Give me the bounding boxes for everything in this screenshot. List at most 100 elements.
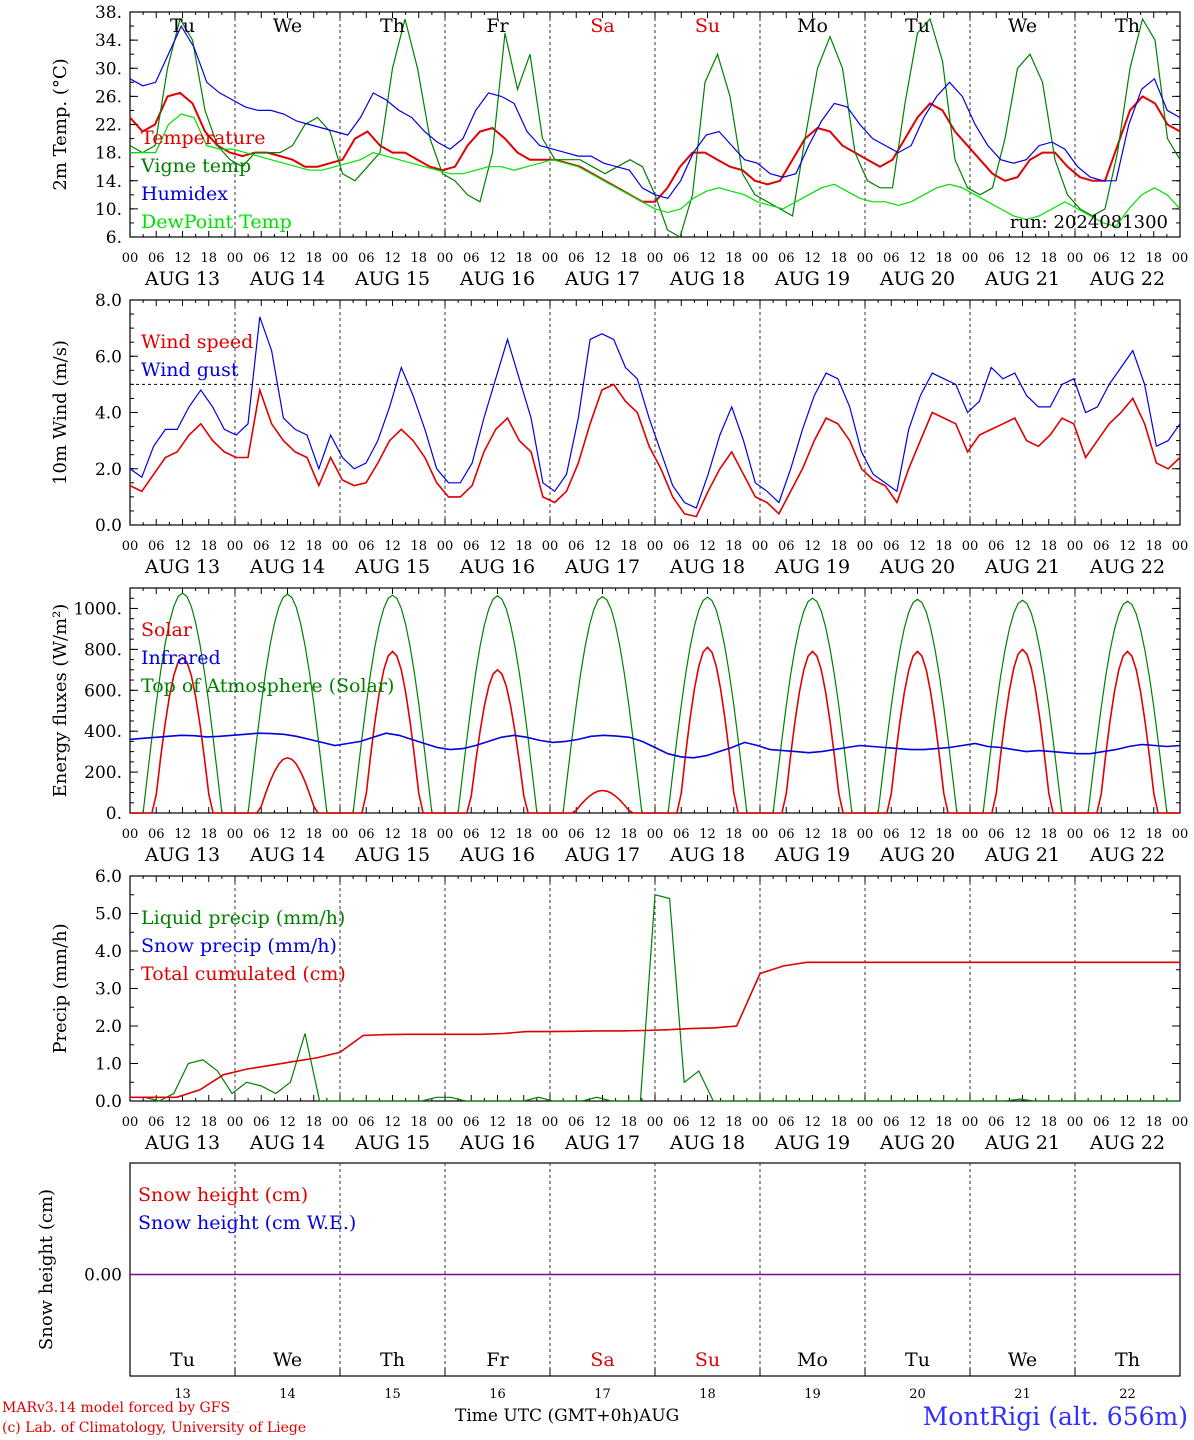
hour-tick-label: 18 xyxy=(410,539,427,554)
hour-tick-label: 06 xyxy=(778,539,795,554)
day-name-label: Tu xyxy=(905,15,930,37)
hour-tick-label: 12 xyxy=(1014,1115,1031,1130)
y-tick-label: 6. xyxy=(106,228,122,248)
day-name-label: Mo xyxy=(797,15,828,37)
hour-tick-label: 06 xyxy=(673,1115,690,1130)
date-label: AUG 17 xyxy=(564,1132,640,1154)
day-name-label: Sa xyxy=(590,15,614,37)
hour-tick-label: 00 xyxy=(437,251,454,266)
hour-tick-label: 18 xyxy=(1145,251,1162,266)
date-label: AUG 17 xyxy=(564,268,640,290)
date-label: AUG 20 xyxy=(879,844,955,866)
hour-tick-label: 00 xyxy=(647,827,664,842)
hour-tick-label: 12 xyxy=(804,539,821,554)
hour-tick-label: 00 xyxy=(227,539,244,554)
hour-tick-label: 00 xyxy=(647,539,664,554)
hour-tick-label: 18 xyxy=(1040,1115,1057,1130)
day-number-label: 16 xyxy=(489,1387,506,1402)
y-axis-label: Energy fluxes (W/m²) xyxy=(50,604,71,798)
hour-tick-label: 18 xyxy=(305,1115,322,1130)
day-name-label: We xyxy=(1008,1349,1037,1371)
hour-tick-label: 18 xyxy=(1040,251,1057,266)
hour-tick-label: 00 xyxy=(1172,539,1189,554)
day-name-label: Tu xyxy=(170,1349,195,1371)
legend-label: Snow height (cm) xyxy=(138,1184,308,1206)
hour-tick-label: 00 xyxy=(227,827,244,842)
hour-tick-label: 18 xyxy=(725,1115,742,1130)
y-tick-label: 8.0 xyxy=(95,291,122,311)
series-line-wind-speed xyxy=(129,383,1181,518)
hour-tick-label: 12 xyxy=(174,1115,191,1130)
series-line-solar xyxy=(130,646,1180,814)
day-name-label: Tu xyxy=(905,1349,930,1371)
date-label: AUG 19 xyxy=(774,844,850,866)
hour-tick-label: 18 xyxy=(620,1115,637,1130)
hour-tick-label: 00 xyxy=(542,827,559,842)
hour-tick-label: 00 xyxy=(1067,251,1084,266)
y-tick-label: 38. xyxy=(95,3,122,23)
hour-tick-label: 18 xyxy=(935,1115,952,1130)
legend-label: Snow height (cm W.E.) xyxy=(138,1212,356,1234)
hour-tick-label: 06 xyxy=(1093,1115,1110,1130)
hour-tick-label: 12 xyxy=(909,539,926,554)
hour-tick-label: 18 xyxy=(935,827,952,842)
y-tick-label: 0.0 xyxy=(95,516,122,536)
date-label: AUG 15 xyxy=(354,268,430,290)
day-name-label: Mo xyxy=(797,1349,828,1371)
day-name-label: We xyxy=(273,15,302,37)
x-axis-title-month: AUG xyxy=(639,1406,680,1426)
hour-tick-label: 18 xyxy=(515,539,532,554)
day-name-label: Th xyxy=(380,1349,405,1371)
y-tick-label: 0.0 xyxy=(95,1092,122,1112)
day-number-label: 18 xyxy=(699,1387,716,1402)
hour-tick-label: 06 xyxy=(988,1115,1005,1130)
hour-tick-label: 06 xyxy=(673,251,690,266)
panel-frame-energy xyxy=(129,587,1181,814)
y-tick-label: 14. xyxy=(95,172,122,192)
hour-tick-label: 12 xyxy=(1014,539,1031,554)
y-tick-label: 6.0 xyxy=(95,347,122,367)
day-name-label: Fr xyxy=(486,1349,509,1371)
hour-tick-label: 18 xyxy=(1145,539,1162,554)
hour-tick-label: 00 xyxy=(1067,827,1084,842)
legend-label: Wind speed xyxy=(141,331,253,353)
legend-label: Total cumulated (cm) xyxy=(141,963,346,985)
hour-tick-label: 00 xyxy=(1067,1115,1084,1130)
hour-tick-label: 18 xyxy=(410,827,427,842)
date-label: AUG 20 xyxy=(879,268,955,290)
series-line-dewpoint-temp xyxy=(130,113,1181,228)
hour-tick-label: 00 xyxy=(437,539,454,554)
date-label: AUG 21 xyxy=(984,268,1060,290)
hour-tick-label: 18 xyxy=(830,539,847,554)
hour-tick-label: 00 xyxy=(437,1115,454,1130)
hour-tick-label: 12 xyxy=(489,251,506,266)
hour-tick-label: 12 xyxy=(489,539,506,554)
legend-label: Solar xyxy=(141,619,193,641)
hour-tick-label: 18 xyxy=(200,539,217,554)
model-credit: MARv3.14 model forced by GFS xyxy=(2,1400,231,1416)
hour-tick-label: 18 xyxy=(1040,539,1057,554)
day-name-label: Th xyxy=(1115,1349,1140,1371)
legend-label: DewPoint Temp xyxy=(141,211,292,233)
hour-tick-label: 06 xyxy=(358,827,375,842)
hour-tick-label: 18 xyxy=(305,251,322,266)
hour-tick-label: 00 xyxy=(857,1115,874,1130)
hour-tick-label: 06 xyxy=(988,539,1005,554)
hour-tick-label: 06 xyxy=(148,251,165,266)
hour-tick-label: 18 xyxy=(200,1115,217,1130)
y-tick-label: 400. xyxy=(84,722,122,742)
date-label: AUG 21 xyxy=(984,844,1060,866)
hour-tick-label: 06 xyxy=(253,827,270,842)
hour-tick-label: 00 xyxy=(857,251,874,266)
hour-tick-label: 00 xyxy=(752,1115,769,1130)
hour-tick-label: 06 xyxy=(253,251,270,266)
hour-tick-label: 18 xyxy=(830,251,847,266)
hour-tick-label: 12 xyxy=(804,827,821,842)
hour-tick-label: 06 xyxy=(883,539,900,554)
hour-tick-label: 00 xyxy=(1172,1115,1189,1130)
hour-tick-label: 00 xyxy=(647,251,664,266)
hour-tick-label: 12 xyxy=(279,1115,296,1130)
hour-tick-label: 12 xyxy=(1119,827,1136,842)
hour-tick-label: 00 xyxy=(542,251,559,266)
